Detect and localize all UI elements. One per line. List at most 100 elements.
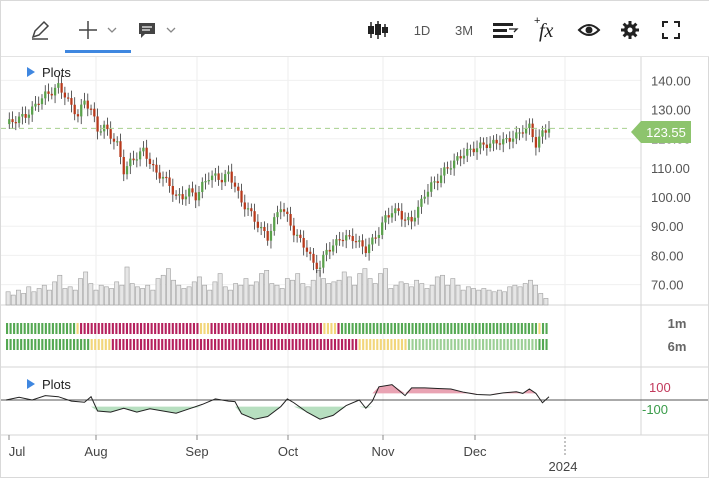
candle-body	[194, 192, 197, 201]
candle-body	[397, 208, 400, 211]
volume-bar	[62, 288, 68, 306]
strength-cell-6m	[467, 339, 471, 350]
strength-cell-1m	[168, 323, 171, 334]
oscillator-plots-legend[interactable]: Plots	[27, 377, 71, 392]
volume-bar	[197, 276, 202, 306]
candle-body	[174, 194, 178, 196]
volume-bar	[83, 271, 89, 306]
candle-body	[511, 138, 515, 142]
strength-cell-6m	[129, 339, 132, 350]
volume-bar	[393, 284, 399, 306]
strength-cell-6m	[238, 339, 241, 350]
strength-cell-6m	[136, 339, 139, 350]
candle-body	[158, 172, 161, 179]
strength-cell-1m	[9, 323, 12, 334]
volume-bar	[5, 291, 11, 306]
candle-body	[449, 168, 453, 170]
compare-icon[interactable]	[490, 17, 520, 43]
strength-cell-6m	[27, 339, 30, 350]
volume-bar	[26, 286, 32, 306]
strength-cell-1m	[101, 323, 104, 334]
chevron-down-icon[interactable]	[166, 26, 176, 37]
candle-body	[315, 262, 318, 269]
volume-bar	[419, 283, 425, 306]
fullscreen-icon[interactable]	[658, 17, 684, 43]
strength-cell-1m	[37, 323, 40, 334]
candle-body	[96, 116, 99, 132]
strength-cell-6m	[203, 339, 206, 350]
strength-cell-6m	[55, 339, 58, 350]
strength-cell-1m	[404, 323, 407, 334]
expand-triangle-icon[interactable]	[27, 67, 35, 77]
strength-cell-1m	[415, 323, 418, 334]
price-plots-legend[interactable]: Plots	[27, 65, 71, 80]
strength-cell-1m	[69, 323, 72, 334]
oscillator-line	[5, 384, 550, 420]
candle-body	[266, 231, 269, 241]
candle-body	[335, 239, 338, 246]
candlestick-icon[interactable]	[365, 17, 391, 43]
volume-bar	[434, 276, 440, 306]
strength-cell-6m	[524, 339, 527, 350]
volume-bar	[450, 278, 456, 306]
strength-cell-1m	[217, 323, 220, 334]
volume-bar	[176, 284, 182, 306]
volume-bar	[264, 270, 270, 306]
timeframe-1d-button[interactable]: 1D	[413, 22, 431, 38]
volume-bar	[507, 286, 513, 306]
chevron-down-icon[interactable]	[107, 26, 117, 37]
strength-cell-1m	[6, 323, 9, 334]
candle-body	[145, 147, 148, 159]
candle-body	[168, 177, 171, 186]
candle-body	[354, 241, 358, 243]
strength-cell-6m	[309, 339, 312, 350]
strength-cell-1m	[439, 323, 442, 334]
volume-bar	[310, 279, 316, 306]
volume-bar	[36, 288, 42, 306]
comment-icon[interactable]	[134, 17, 160, 43]
strength-cell-1m	[58, 323, 62, 334]
strength-cell-6m	[210, 339, 213, 350]
strength-cell-6m	[189, 339, 192, 350]
strength-cell-1m	[150, 323, 153, 334]
volume-bar	[326, 283, 332, 306]
strength-cell-6m	[344, 339, 347, 350]
volume-bar	[67, 286, 73, 306]
crosshair-icon[interactable]	[75, 17, 101, 43]
price-plots-label: Plots	[42, 65, 71, 80]
candle-body	[377, 234, 381, 238]
pencil-icon[interactable]	[27, 17, 53, 43]
candle-body	[246, 208, 250, 210]
strength-cell-1m	[379, 323, 382, 334]
strength-cell-1m	[450, 323, 453, 334]
strength-cell-1m	[460, 323, 463, 334]
strength-cell-6m	[231, 339, 234, 350]
strength-cell-6m	[436, 339, 439, 350]
candle-body	[508, 138, 511, 142]
gear-icon[interactable]	[617, 17, 643, 43]
volume-bar	[31, 291, 37, 306]
strength-cell-1m	[203, 323, 206, 334]
strength-cell-1m	[386, 323, 389, 334]
chart-area[interactable]: 140.00130.00120.00110.00100.0090.0080.00…	[1, 57, 708, 477]
strength-cell-6m	[305, 339, 308, 350]
timeframe-3m-button[interactable]: 3M	[454, 22, 474, 38]
volume-bar	[512, 284, 518, 306]
candle-body	[325, 249, 328, 255]
function-icon[interactable]: + fx	[531, 14, 561, 44]
candle-body	[515, 132, 518, 139]
candle-body	[60, 83, 63, 93]
eye-icon[interactable]	[576, 17, 602, 43]
strength-cell-6m	[534, 339, 538, 350]
oscillator-upper-label: 100	[649, 380, 671, 395]
strength-cell-6m	[400, 339, 404, 350]
candle-body	[119, 141, 122, 157]
volume-bar	[290, 279, 295, 306]
expand-triangle-icon[interactable]	[27, 379, 35, 389]
candle-body	[407, 216, 410, 221]
candle-body	[17, 116, 21, 123]
candle-body	[518, 132, 521, 134]
strength-cell-6m	[489, 339, 492, 350]
strength-cell-1m	[429, 323, 432, 334]
strength-cell-1m	[372, 323, 375, 334]
